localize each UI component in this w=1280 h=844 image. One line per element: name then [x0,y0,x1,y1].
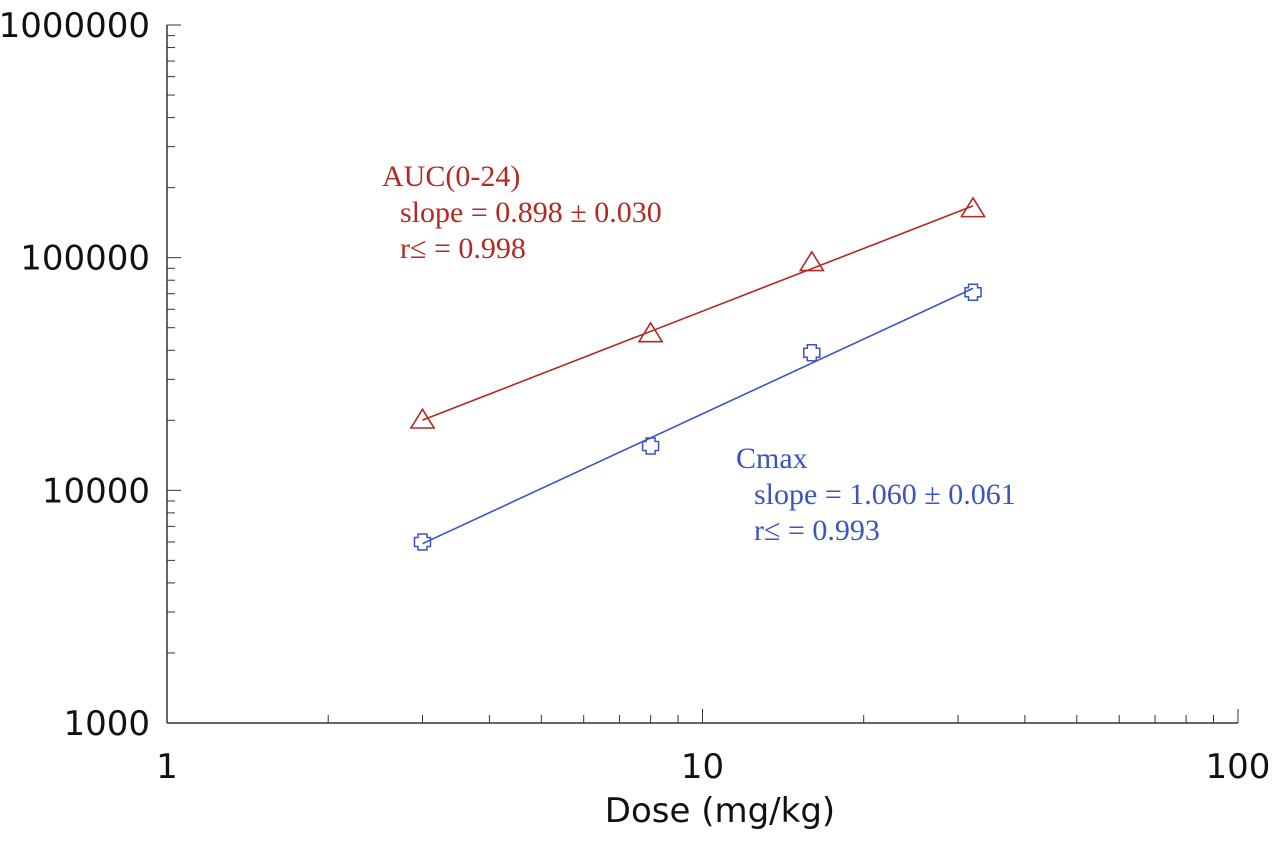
annotation-title: Cmax [736,442,808,475]
y-tick-label: 1000000 [0,6,150,46]
annotation-line: slope = 1.060 ± 0.061 [754,478,1016,511]
y-tick-label: 100000 [20,239,150,279]
cross-circle-marker [803,344,821,362]
triangle-marker [637,321,664,343]
annotation-title: AUC(0-24) [382,160,520,193]
cross-circle-marker [964,283,982,302]
triangle-marker [960,196,986,218]
annotation-line: r≤ = 0.998 [400,232,526,265]
markers [409,196,986,551]
triangle-marker [798,250,825,272]
x-tick-label: 1 [156,747,178,787]
axes [166,24,1239,724]
tick-labels: 1 10 100 1000 10000 100000 1000000 [0,6,1270,787]
annotation-line: slope = 0.898 ± 0.030 [400,196,662,229]
cross-circle-marker [413,533,432,551]
annotation-line: r≤ = 0.993 [754,514,880,547]
y-tick-label: 10000 [42,471,150,511]
x-axis-title: Dose (mg/kg) [605,791,835,831]
fit-line-series-1 [422,287,974,545]
fit-lines [422,205,974,545]
y-tick-label: 1000 [63,704,150,744]
x-tick-label: 10 [681,747,724,787]
cross-circle-marker [641,437,660,455]
fit-line-series-0 [422,205,974,421]
triangle-marker [409,407,436,429]
x-tick-label: 100 [1206,747,1271,787]
